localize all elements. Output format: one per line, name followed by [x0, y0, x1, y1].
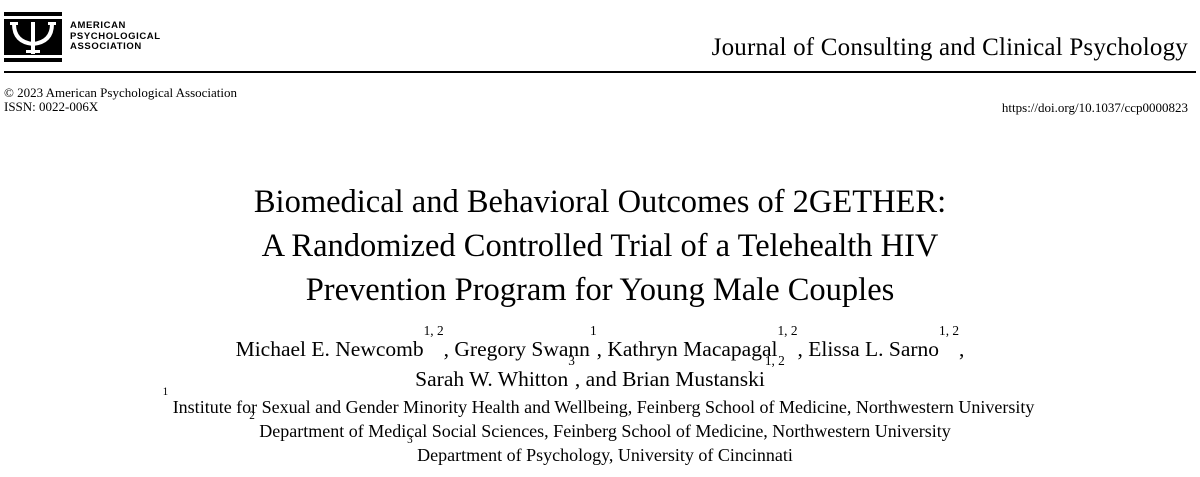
- copyright-line: © 2023 American Psychological Associatio…: [4, 85, 238, 100]
- author-affiliation-marker: 1, 2: [423, 322, 444, 338]
- affiliation-item: 2 Department of Medical Social Sciences,…: [0, 411, 1200, 443]
- page-header: AMERICAN PSYCHOLOGICAL ASSOCIATION Journ…: [0, 0, 1200, 74]
- logo-line: ASSOCIATION: [70, 41, 142, 53]
- author-separator: ,: [959, 337, 965, 361]
- logo-line: AMERICAN: [70, 20, 126, 32]
- affiliation-number: 3: [407, 434, 413, 447]
- affiliation-text: Department of Medical Social Sciences, F…: [259, 421, 951, 441]
- author-affiliation-marker: 3: [568, 352, 575, 368]
- author-separator: ,: [797, 337, 809, 361]
- publication-meta: © 2023 American Psychological Associatio…: [4, 86, 237, 114]
- author-list: Michael E. Newcomb1, 2, Gregory Swann1, …: [0, 324, 1200, 394]
- author-affiliation-marker: 1, 2: [777, 322, 798, 338]
- logo-line: PSYCHOLOGICAL: [70, 30, 161, 42]
- apa-logo-text: AMERICAN PSYCHOLOGICAL ASSOCIATION: [70, 21, 161, 53]
- issn-line: ISSN: 0022-006X: [4, 99, 99, 114]
- author-line: Michael E. Newcomb1, 2, Gregory Swann1, …: [0, 324, 1200, 364]
- journal-title: Journal of Consulting and Clinical Psych…: [711, 34, 1188, 61]
- apa-logo: AMERICAN PSYCHOLOGICAL ASSOCIATION: [4, 12, 161, 62]
- author-name: Elissa L. Sarno: [808, 337, 940, 361]
- header-divider: [4, 71, 1196, 73]
- author-separator: ,: [596, 337, 608, 361]
- author-name: Sarah W. Whitton: [415, 367, 569, 391]
- apa-psi-logo-icon: [4, 12, 62, 62]
- author-name: Gregory Swann: [454, 337, 590, 361]
- doi-link[interactable]: https://doi.org/10.1037/ccp0000823: [1001, 100, 1188, 115]
- author-name: Brian Mustanski: [622, 367, 765, 391]
- author-affiliation-marker: 1: [589, 322, 597, 338]
- author-name: Kathryn Macapagal: [607, 337, 778, 361]
- affiliation-item: 1 Institute for Sexual and Gender Minori…: [0, 387, 1200, 419]
- title-line: Biomedical and Behavioral Outcomes of 2G…: [253, 184, 947, 220]
- affiliation-text: Institute for Sexual and Gender Minority…: [172, 397, 1035, 417]
- author-line: Sarah W. Whitton3, and Brian Mustanski1,…: [0, 354, 1200, 394]
- author-separator: , and: [574, 367, 623, 391]
- title-line: Prevention Program for Young Male Couple…: [305, 272, 895, 308]
- affiliation-number: 1: [162, 386, 169, 399]
- author-affiliation-marker: 1, 2: [939, 322, 960, 338]
- article-title: Biomedical and Behavioral Outcomes of 2G…: [0, 180, 1200, 312]
- affiliation-text: Department of Psychology, University of …: [417, 445, 793, 465]
- affiliation-item: 3 Department of Psychology, University o…: [0, 435, 1200, 467]
- affiliation-number: 2: [249, 410, 255, 423]
- title-line: A Randomized Controlled Trial of a Teleh…: [261, 228, 939, 264]
- author-affiliation-marker: 1, 2: [764, 352, 785, 368]
- author-separator: ,: [443, 337, 455, 361]
- author-name: Michael E. Newcomb: [235, 337, 424, 361]
- affiliation-list: 1 Institute for Sexual and Gender Minori…: [0, 387, 1200, 467]
